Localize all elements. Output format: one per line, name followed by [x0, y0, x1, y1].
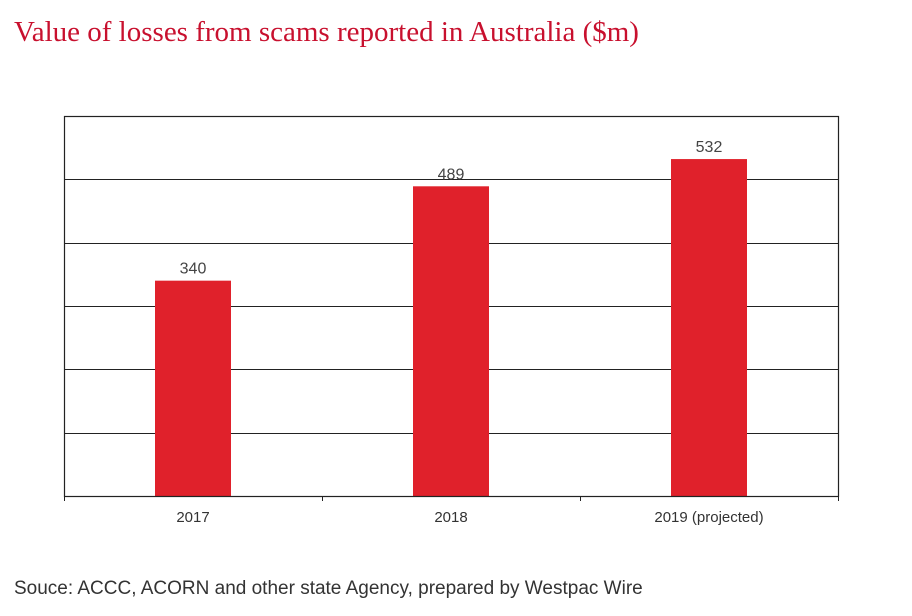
plot-frame: [63, 115, 840, 498]
source-note: Souce: ACCC, ACORN and other state Agenc…: [14, 578, 643, 599]
data-label-2: 532: [696, 139, 723, 156]
bar-1: [413, 186, 489, 497]
chart-title: Value of losses from scams reported in A…: [14, 16, 639, 48]
plot-border: [63, 115, 840, 498]
x-tick-label-1: 2018: [434, 509, 467, 526]
bars: [155, 159, 747, 497]
bar-2: [671, 159, 747, 497]
x-axis-ticks: 2017 2018 2019 (projected): [64, 496, 839, 526]
data-labels: 340 489 532: [180, 139, 723, 278]
bar-0: [155, 280, 231, 496]
x-tick-label-0: 2017: [176, 509, 209, 526]
x-tick-label-2: 2019 (projected): [654, 509, 763, 526]
data-label-0: 340: [180, 261, 207, 278]
bar-chart: 340 489 532 2017 2018 2019 (projected): [63, 115, 840, 526]
data-label-1: 489: [438, 166, 465, 183]
